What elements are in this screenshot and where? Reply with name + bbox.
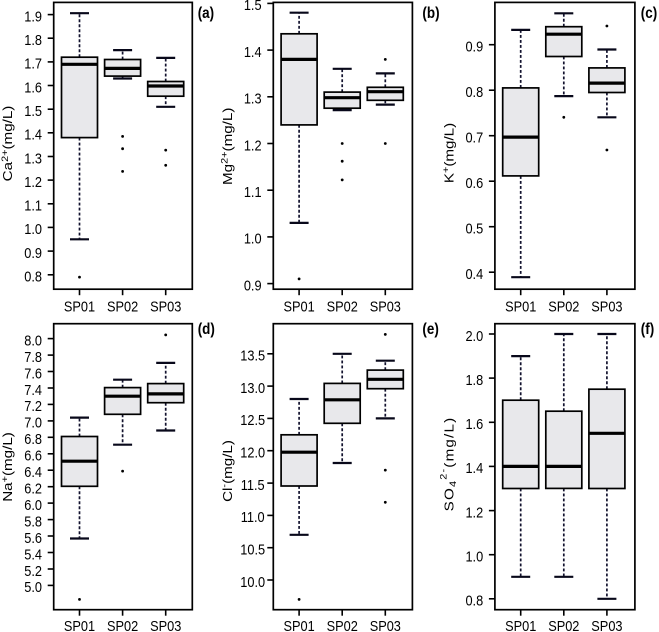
svg-text:SP01: SP01 bbox=[64, 297, 95, 314]
svg-text:7.0: 7.0 bbox=[24, 414, 42, 431]
svg-text:5.4: 5.4 bbox=[24, 545, 42, 562]
svg-text:0.9: 0.9 bbox=[465, 37, 483, 54]
svg-text:1.2: 1.2 bbox=[24, 173, 42, 190]
svg-text:5.0: 5.0 bbox=[24, 578, 42, 595]
svg-text:13.0: 13.0 bbox=[240, 379, 265, 396]
svg-text:7.6: 7.6 bbox=[24, 364, 42, 381]
svg-text:(b): (b) bbox=[422, 5, 439, 22]
svg-text:0.7: 0.7 bbox=[465, 128, 483, 145]
svg-text:1.9: 1.9 bbox=[24, 7, 42, 24]
svg-text:5.6: 5.6 bbox=[24, 529, 42, 546]
svg-text:1.6: 1.6 bbox=[24, 78, 42, 95]
svg-text:1.4: 1.4 bbox=[465, 459, 483, 476]
svg-text:6.4: 6.4 bbox=[24, 463, 42, 480]
svg-text:1.4: 1.4 bbox=[24, 126, 42, 143]
svg-text:1.1: 1.1 bbox=[24, 197, 42, 214]
svg-text:7.8: 7.8 bbox=[24, 348, 42, 365]
svg-text:(d): (d) bbox=[198, 321, 215, 338]
svg-text:1.5: 1.5 bbox=[244, 0, 262, 13]
svg-text:SP03: SP03 bbox=[150, 617, 181, 632]
svg-text:1.8: 1.8 bbox=[24, 31, 42, 48]
svg-text:1.0: 1.0 bbox=[24, 220, 42, 237]
svg-text:8.0: 8.0 bbox=[24, 331, 42, 348]
svg-text:SP02: SP02 bbox=[548, 617, 579, 632]
svg-text:1.0: 1.0 bbox=[244, 230, 262, 247]
svg-text:1.2: 1.2 bbox=[465, 503, 483, 520]
svg-text:SP02: SP02 bbox=[548, 297, 579, 314]
svg-text:0.9: 0.9 bbox=[24, 244, 42, 261]
svg-text:SP03: SP03 bbox=[150, 297, 181, 314]
svg-text:(f): (f) bbox=[641, 321, 654, 338]
svg-text:0.8: 0.8 bbox=[465, 592, 483, 609]
svg-text:5.8: 5.8 bbox=[24, 512, 42, 529]
svg-text:Na+​(mg/L): Na+​(mg/L) bbox=[0, 432, 15, 502]
svg-text:2.0: 2.0 bbox=[465, 327, 483, 344]
svg-text:1.7: 1.7 bbox=[24, 55, 42, 72]
svg-text:1.6: 1.6 bbox=[465, 415, 483, 432]
svg-text:7.4: 7.4 bbox=[24, 381, 42, 398]
svg-text:K+​(mg/L): K+​(mg/L) bbox=[442, 123, 457, 183]
svg-text:11.0: 11.0 bbox=[241, 508, 265, 525]
svg-text:SP02: SP02 bbox=[107, 617, 138, 632]
svg-text:1.4: 1.4 bbox=[244, 43, 262, 60]
svg-text:10.5: 10.5 bbox=[240, 540, 265, 557]
svg-text:0.4: 0.4 bbox=[465, 265, 483, 282]
svg-text:Ca2+​(mg/L): Ca2+​(mg/L) bbox=[0, 106, 15, 182]
svg-text:1.2: 1.2 bbox=[244, 136, 262, 153]
svg-text:SP01: SP01 bbox=[64, 617, 95, 632]
svg-text:SO4​2-​(mg/L): SO4​2-​(mg/L) bbox=[439, 417, 459, 512]
svg-text:6.8: 6.8 bbox=[24, 430, 42, 447]
svg-text:6.0: 6.0 bbox=[24, 496, 42, 513]
svg-text:1.5: 1.5 bbox=[24, 102, 42, 119]
svg-text:6.2: 6.2 bbox=[24, 479, 42, 496]
svg-text:SP02: SP02 bbox=[327, 617, 358, 632]
svg-text:SP01: SP01 bbox=[284, 617, 315, 632]
svg-text:12.5: 12.5 bbox=[240, 411, 265, 428]
svg-text:SP03: SP03 bbox=[591, 617, 622, 632]
svg-text:1.0: 1.0 bbox=[465, 547, 483, 564]
svg-text:10.0: 10.0 bbox=[240, 573, 265, 590]
svg-text:SP03: SP03 bbox=[370, 297, 401, 314]
svg-text:13.5: 13.5 bbox=[240, 347, 265, 364]
svg-text:1.3: 1.3 bbox=[24, 149, 42, 166]
svg-text:Cl-​(mg/L): Cl-​(mg/L) bbox=[220, 440, 235, 502]
svg-text:12.0: 12.0 bbox=[240, 443, 265, 460]
svg-text:11.5: 11.5 bbox=[241, 476, 265, 493]
svg-text:Mg2+​(mg/L): Mg2+​(mg/L) bbox=[220, 108, 235, 185]
svg-text:6.6: 6.6 bbox=[24, 447, 42, 464]
svg-text:0.5: 0.5 bbox=[465, 219, 483, 236]
svg-text:0.6: 0.6 bbox=[465, 174, 483, 191]
svg-text:0.8: 0.8 bbox=[24, 268, 42, 285]
svg-text:SP02: SP02 bbox=[107, 297, 138, 314]
svg-text:SP03: SP03 bbox=[591, 297, 622, 314]
svg-text:SP01: SP01 bbox=[505, 297, 536, 314]
svg-text:7.2: 7.2 bbox=[24, 397, 42, 414]
svg-text:(a): (a) bbox=[198, 5, 214, 22]
svg-text:1.3: 1.3 bbox=[244, 90, 262, 107]
svg-text:(e): (e) bbox=[422, 321, 438, 338]
svg-text:1.1: 1.1 bbox=[244, 183, 262, 200]
svg-text:0.8: 0.8 bbox=[465, 83, 483, 100]
svg-text:SP01: SP01 bbox=[284, 297, 315, 314]
svg-text:SP03: SP03 bbox=[370, 617, 401, 632]
svg-text:0.9: 0.9 bbox=[244, 276, 262, 293]
svg-text:(c): (c) bbox=[641, 5, 657, 22]
svg-text:SP01: SP01 bbox=[505, 617, 536, 632]
svg-text:5.2: 5.2 bbox=[24, 562, 42, 579]
svg-text:1.8: 1.8 bbox=[465, 371, 483, 388]
svg-text:SP02: SP02 bbox=[327, 297, 358, 314]
